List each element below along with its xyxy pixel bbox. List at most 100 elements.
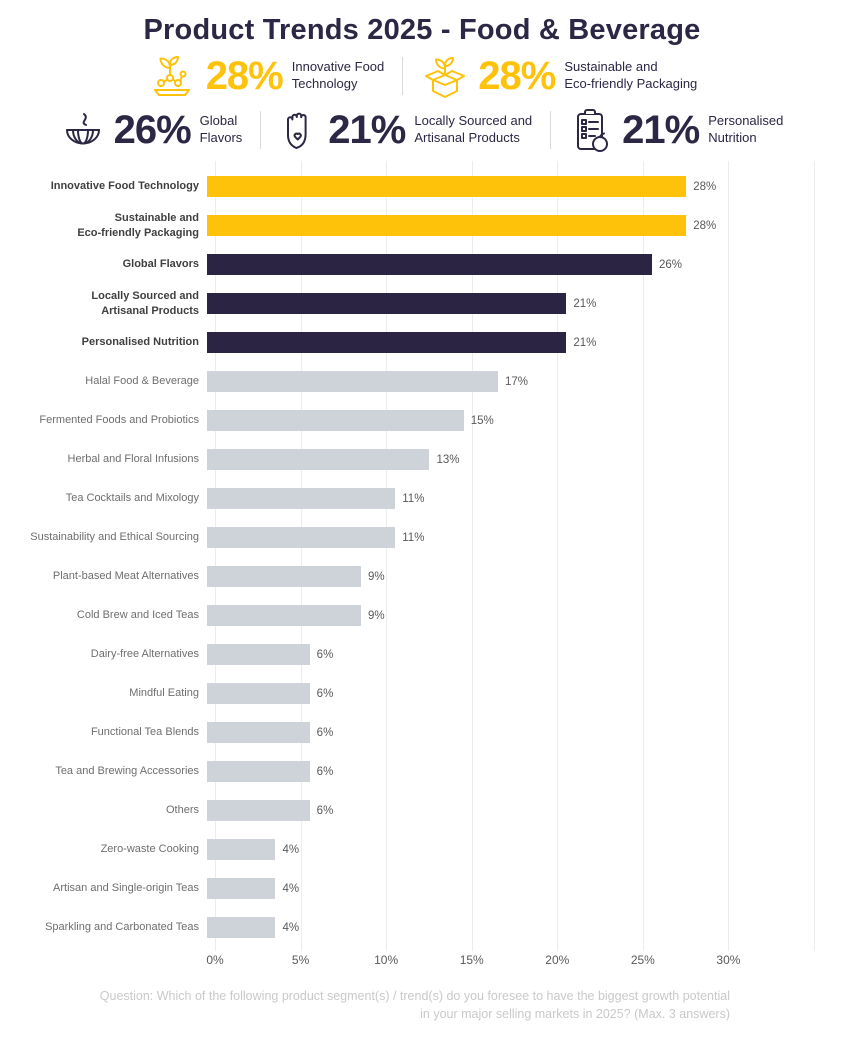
bar-value-label: 15% bbox=[470, 414, 494, 427]
bar-track: 4% bbox=[207, 917, 844, 938]
bar-category-label: Tea and Brewing Accessories bbox=[55, 765, 199, 778]
chart-row: Fermented Foods and Probiotics 15% bbox=[0, 401, 844, 440]
stats-divider bbox=[260, 111, 262, 149]
bar-value-label: 6% bbox=[316, 765, 334, 778]
x-axis-tick-label: 5% bbox=[291, 953, 310, 967]
x-axis-tick-label: 15% bbox=[459, 953, 484, 967]
stats-divider bbox=[402, 57, 404, 95]
stat-personalised-nutrition: 21% Personalised Nutrition bbox=[551, 107, 801, 153]
stat-value: 28% bbox=[478, 54, 556, 98]
page-title: Product Trends 2025 - Food & Beverage bbox=[143, 14, 701, 46]
bar-track: 6% bbox=[207, 644, 844, 665]
bar-category-label: Sustainable and Eco-friendly Packaging bbox=[77, 211, 199, 239]
bar bbox=[207, 371, 498, 392]
bar-category-label: Halal Food & Beverage bbox=[85, 375, 199, 388]
bar bbox=[207, 332, 567, 353]
bar-value-label: 4% bbox=[282, 921, 300, 934]
x-axis: 0% 5% 10% 15% 20% 25% 30% bbox=[206, 947, 814, 973]
stat-locally-sourced: 21% Locally Sourced and Artisanal Produc… bbox=[261, 107, 550, 153]
stat-innovative-food-technology: 28% Innovative Food Technology bbox=[129, 53, 403, 99]
bar-track: 9% bbox=[207, 566, 844, 587]
stat-value: 28% bbox=[205, 54, 284, 98]
eco-packaging-icon bbox=[421, 53, 469, 99]
food-technology-icon bbox=[147, 53, 197, 99]
bar-category-label: Mindful Eating bbox=[129, 687, 199, 700]
bar-value-label: 28% bbox=[693, 180, 717, 193]
bar-value-label: 4% bbox=[282, 843, 300, 856]
bar-value-label: 17% bbox=[504, 375, 528, 388]
bar-category-label: Others bbox=[165, 804, 199, 817]
bar-track: 13% bbox=[207, 449, 844, 470]
bar-value-label: 6% bbox=[316, 804, 334, 817]
bar bbox=[207, 878, 276, 899]
bar-track: 11% bbox=[207, 527, 844, 548]
chart-row: Others 6% bbox=[0, 791, 844, 830]
bar-value-label: 11% bbox=[402, 531, 425, 544]
bar bbox=[207, 176, 687, 197]
chart-row: Dairy-free Alternatives 6% bbox=[0, 635, 844, 674]
stat-value: 26% bbox=[113, 108, 192, 152]
bar-category-label: Tea Cocktails and Mixology bbox=[65, 492, 199, 505]
bar bbox=[207, 215, 687, 236]
stat-label: Global Flavors bbox=[199, 113, 243, 145]
bar-track: 6% bbox=[207, 761, 844, 782]
bar bbox=[207, 410, 464, 431]
bar-category-label: Artisan and Single-origin Teas bbox=[53, 882, 199, 895]
chart-row: Halal Food & Beverage 17% bbox=[0, 362, 844, 401]
bar-track: 21% bbox=[207, 332, 844, 353]
bar-category-label: Global Flavors bbox=[122, 258, 199, 271]
bar-value-label: 6% bbox=[316, 726, 334, 739]
bar bbox=[207, 527, 396, 548]
chart-row: Sustainability and Ethical Sourcing 11% bbox=[0, 518, 844, 557]
bar-track: 6% bbox=[207, 683, 844, 704]
stat-eco-packaging: 28% Sustainable and Eco-friendly Packagi… bbox=[403, 53, 715, 99]
bar-value-label: 13% bbox=[436, 453, 460, 466]
bar-track: 15% bbox=[207, 410, 844, 431]
bar-value-label: 21% bbox=[573, 297, 597, 310]
stat-value: 21% bbox=[622, 108, 700, 152]
bar bbox=[207, 800, 310, 821]
bar-track: 21% bbox=[207, 293, 844, 314]
bar-value-label: 4% bbox=[282, 882, 300, 895]
stats-divider bbox=[550, 111, 552, 149]
bar-category-label: Sparkling and Carbonated Teas bbox=[45, 921, 199, 934]
bar-track: 17% bbox=[207, 371, 844, 392]
stat-label: Personalised Nutrition bbox=[708, 113, 784, 145]
bar-rows: Innovative Food Technology 28% Sustainab… bbox=[0, 167, 844, 947]
bar-track: 4% bbox=[207, 839, 844, 860]
chart-row: Tea and Brewing Accessories 6% bbox=[0, 752, 844, 791]
bar-value-label: 26% bbox=[658, 258, 682, 271]
bar-category-label: Dairy-free Alternatives bbox=[90, 648, 199, 661]
bar bbox=[207, 488, 396, 509]
stats-row-top: 28% Innovative Food Technology 28% Susta… bbox=[0, 53, 844, 99]
chart-row: Global Flavors 26% bbox=[0, 245, 844, 284]
chart-row: Locally Sourced and Artisanal Products 2… bbox=[0, 284, 844, 323]
x-axis-tick-label: 25% bbox=[630, 953, 655, 967]
bar-track: 28% bbox=[207, 215, 844, 236]
bar-category-label: Cold Brew and Iced Teas bbox=[76, 609, 199, 622]
bar-category-label: Personalised Nutrition bbox=[81, 336, 199, 349]
bar-category-label: Plant-based Meat Alternatives bbox=[52, 570, 199, 583]
bar bbox=[207, 683, 310, 704]
bar-value-label: 6% bbox=[316, 687, 334, 700]
bar-track: 6% bbox=[207, 722, 844, 743]
bar bbox=[207, 293, 567, 314]
x-axis-tick-label: 0% bbox=[206, 953, 224, 967]
chart-row: Herbal and Floral Infusions 13% bbox=[0, 440, 844, 479]
stat-label: Sustainable and Eco-friendly Packaging bbox=[564, 59, 698, 91]
bar-value-label: 9% bbox=[368, 609, 385, 622]
chart-row: Mindful Eating 6% bbox=[0, 674, 844, 713]
clipboard-nutrition-icon bbox=[569, 107, 613, 153]
bar bbox=[207, 761, 310, 782]
bar-track: 26% bbox=[207, 254, 844, 275]
stat-value: 21% bbox=[328, 108, 406, 152]
bar bbox=[207, 722, 310, 743]
footer-question: Question: Which of the following product… bbox=[99, 989, 730, 1022]
chart-row: Artisan and Single-origin Teas 4% bbox=[0, 869, 844, 908]
bar-value-label: 28% bbox=[693, 219, 717, 232]
bar-value-label: 9% bbox=[368, 570, 385, 583]
x-axis-tick-label: 20% bbox=[545, 953, 570, 967]
chart-row: Zero-waste Cooking 4% bbox=[0, 830, 844, 869]
bar-category-label: Zero-waste Cooking bbox=[100, 843, 199, 856]
chart-row: Cold Brew and Iced Teas 9% bbox=[0, 596, 844, 635]
